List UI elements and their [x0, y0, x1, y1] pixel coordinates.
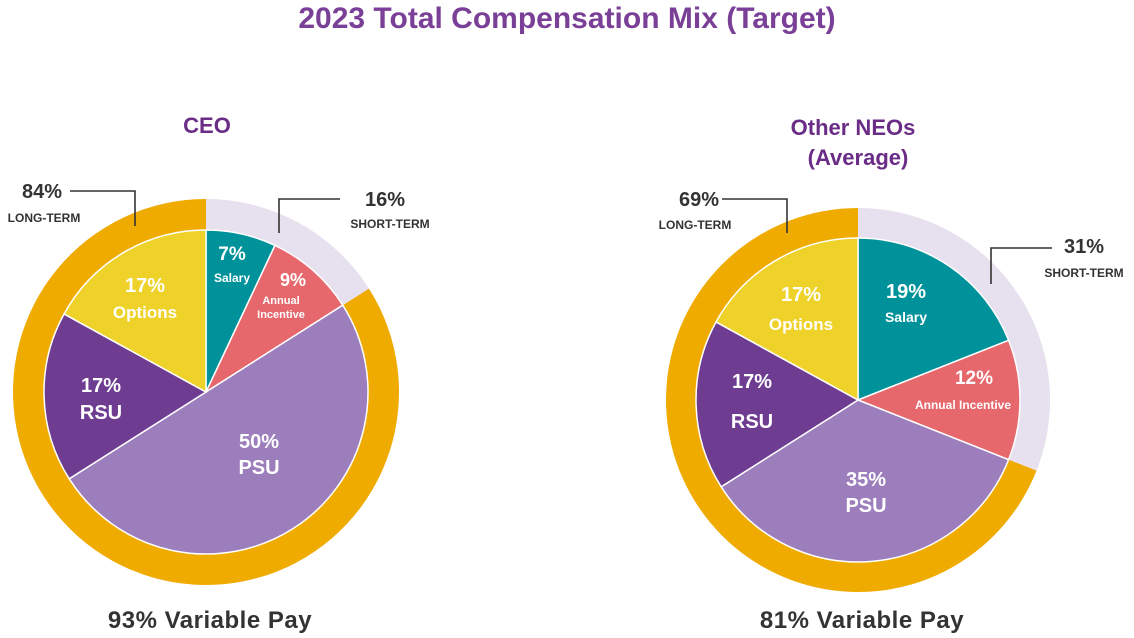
ceo-annual-incentive-label-2: Incentive — [257, 309, 305, 321]
neo-pie-title-line1: Other NEOs — [791, 115, 916, 140]
neo-slice-rsu — [695, 320, 860, 488]
neo-salary-value: 19% — [886, 281, 926, 303]
ceo-annual-incentive-value: 9% — [280, 270, 306, 290]
neo-annual-incentive-label: Annual Incentive — [915, 398, 1011, 412]
ceo-long-term-label: LONG-TERM — [8, 211, 81, 225]
neo-rsu-label: RSU — [731, 411, 773, 433]
neo-options-value: 17% — [781, 284, 821, 306]
ceo-long-term-leader — [70, 190, 136, 226]
chart-title: 2023 Total Compensation Mix (Target) — [298, 2, 836, 35]
neo-ring-short-term — [858, 208, 1050, 471]
neo-long-term-leader — [722, 198, 788, 233]
ceo-long-term-value: 84% — [22, 181, 62, 203]
neo-short-term-label: SHORT-TERM — [1044, 266, 1123, 280]
ceo-slice-rsu — [43, 312, 208, 480]
neo-slice-salary — [857, 237, 1010, 402]
ceo-psu-value: 50% — [239, 431, 279, 453]
ceo-options-label: Options — [113, 303, 177, 322]
neo-slice-psu — [720, 399, 1010, 563]
neo-slice-options — [715, 237, 859, 402]
ceo-short-term-value: 16% — [365, 189, 405, 211]
neo-psu-value: 35% — [846, 469, 886, 491]
ceo-slice-options — [63, 229, 207, 394]
neo-options-label: Options — [769, 315, 833, 334]
neo-slice-annual-incentive — [855, 339, 1021, 461]
ceo-rsu-label: RSU — [80, 402, 122, 424]
ceo-short-term-label: SHORT-TERM — [350, 217, 429, 231]
ceo-psu-label: PSU — [238, 457, 279, 479]
ceo-salary-label: Salary — [214, 271, 250, 285]
ceo-pie-title: CEO — [183, 113, 231, 138]
neo-pie — [666, 208, 1050, 593]
ceo-short-term-leader — [278, 198, 340, 233]
ceo-slice-annual-incentive — [204, 244, 344, 395]
ceo-ring-short-term — [206, 199, 369, 306]
neo-rsu-value: 17% — [732, 371, 772, 393]
neo-short-term-leader — [990, 247, 1052, 284]
ceo-options-value: 17% — [125, 275, 165, 297]
neo-long-term-label: LONG-TERM — [659, 218, 732, 232]
ceo-variable-pay: 93% Variable Pay — [108, 607, 312, 634]
ceo-rsu-value: 17% — [81, 375, 121, 397]
neo-long-term-value: 69% — [679, 189, 719, 211]
neo-variable-pay: 81% Variable Pay — [760, 607, 964, 634]
ceo-annual-incentive-label: Annual — [262, 295, 299, 307]
neo-short-term-value: 31% — [1064, 236, 1104, 258]
ceo-salary-value: 7% — [218, 244, 246, 265]
neo-salary-label: Salary — [885, 309, 927, 325]
neo-pie-title-line2: (Average) — [808, 145, 909, 170]
neo-annual-incentive-value: 12% — [955, 368, 993, 389]
ceo-pie — [12, 199, 400, 585]
ceo-slice-psu — [68, 304, 369, 555]
neo-psu-label: PSU — [845, 495, 886, 517]
